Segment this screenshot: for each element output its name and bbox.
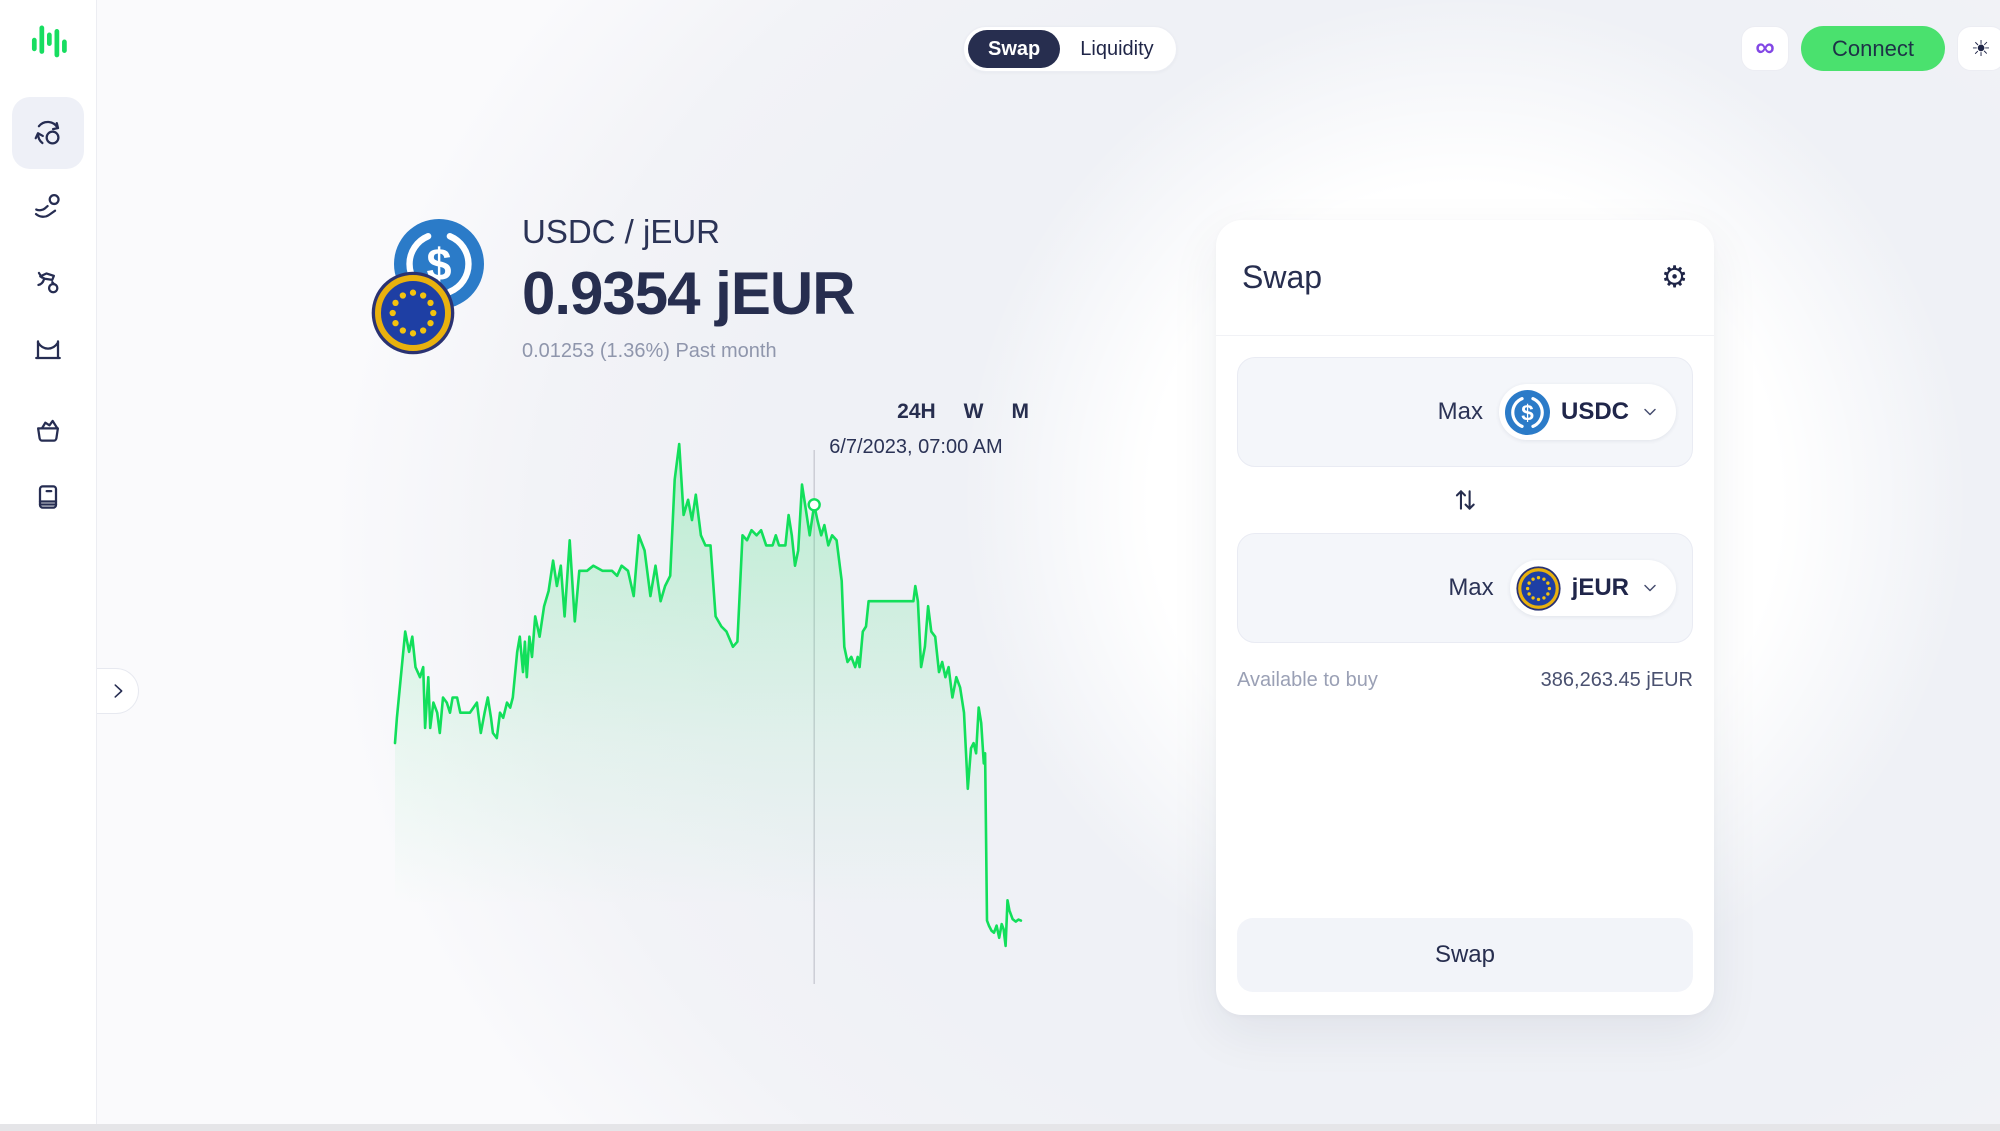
gear-icon[interactable]: ⚙ bbox=[1661, 260, 1688, 294]
swap-card-header: Swap ⚙ bbox=[1216, 220, 1714, 336]
sidebar-item-mint[interactable] bbox=[12, 246, 84, 318]
app-logo[interactable] bbox=[0, 20, 97, 62]
available-to-buy-label: Available to buy bbox=[1237, 669, 1378, 691]
pair-change: 0.01253 (1.36%) Past month bbox=[522, 340, 777, 362]
to-amount-input[interactable] bbox=[1254, 572, 1437, 604]
price-chart-svg bbox=[393, 442, 1023, 988]
chevron-down-icon bbox=[1644, 408, 1656, 416]
jeur-coin-icon bbox=[371, 271, 455, 355]
pair-header: USDC / jEUR 0.9354 jEUR 0.01253 (1.36%) … bbox=[370, 205, 856, 370]
mint-faucet-icon bbox=[37, 271, 59, 294]
to-token-selector[interactable]: jEUR bbox=[1509, 560, 1676, 616]
price-chart-block: 24H W M 6/7/2023, 07:00 AM bbox=[393, 400, 1035, 988]
docs-book-icon bbox=[38, 485, 58, 509]
bar-chart-logo-icon bbox=[31, 25, 67, 58]
to-max-button[interactable]: Max bbox=[1448, 574, 1494, 601]
pools-basket-icon bbox=[37, 419, 59, 442]
crosshair-marker bbox=[807, 498, 821, 512]
polygon-icon: ∞ bbox=[1755, 32, 1775, 62]
from-max-button[interactable]: Max bbox=[1437, 398, 1483, 425]
mode-toggle: Swap Liquidity bbox=[963, 26, 1177, 72]
connect-wallet-button[interactable]: Connect bbox=[1801, 26, 1945, 71]
range-24h[interactable]: 24H bbox=[897, 400, 936, 423]
available-to-buy-row: Available to buy 386,263.45 jEUR bbox=[1237, 669, 1693, 692]
jeur-coin-icon bbox=[1515, 565, 1561, 611]
network-button[interactable]: ∞ bbox=[1741, 26, 1789, 71]
swap-icon bbox=[34, 120, 60, 145]
toggle-option-liquidity[interactable]: Liquidity bbox=[1080, 37, 1154, 60]
price-area-path bbox=[395, 444, 1021, 988]
available-to-buy-value: 386,263.45 jEUR bbox=[1540, 669, 1693, 691]
swap-card-title: Swap bbox=[1242, 259, 1323, 295]
swap-card-body: Max USDC Max jEUR bbox=[1216, 336, 1714, 713]
chart-tooltip-datetime: 6/7/2023, 07:00 AM bbox=[829, 436, 1003, 458]
price-chart[interactable]: 6/7/2023, 07:00 AM bbox=[393, 436, 1035, 988]
usdc-coin-icon bbox=[1504, 389, 1550, 435]
to-token-field: Max jEUR bbox=[1237, 533, 1693, 643]
bridge-icon bbox=[35, 340, 61, 360]
sidebar bbox=[0, 0, 97, 1131]
sidebar-item-docs[interactable] bbox=[12, 461, 84, 533]
swap-card: Swap ⚙ Max USDC Max bbox=[1216, 220, 1714, 1015]
earn-hand-coin-icon bbox=[34, 194, 60, 218]
swap-direction-button[interactable] bbox=[1450, 485, 1480, 515]
pair-coin-icons bbox=[370, 205, 520, 370]
sidebar-expand-button[interactable] bbox=[97, 668, 139, 714]
from-token-label: USDC bbox=[1560, 398, 1629, 425]
sidebar-item-pools[interactable] bbox=[12, 394, 84, 466]
toggle-option-swap[interactable]: Swap bbox=[968, 30, 1061, 68]
sidebar-item-bridge[interactable] bbox=[12, 314, 84, 386]
sidebar-item-swap[interactable] bbox=[12, 97, 84, 169]
pair-title: USDC / jEUR bbox=[522, 213, 721, 250]
sidebar-item-earn[interactable] bbox=[12, 171, 84, 243]
from-token-field: Max USDC bbox=[1237, 357, 1693, 467]
range-month[interactable]: M bbox=[1011, 400, 1030, 423]
pair-text: USDC / jEUR 0.9354 jEUR 0.01253 (1.36%) … bbox=[522, 213, 856, 363]
theme-toggle-button[interactable]: ☀ bbox=[1956, 26, 2000, 71]
range-week[interactable]: W bbox=[963, 400, 984, 423]
chevron-right-icon bbox=[113, 684, 122, 698]
time-range-selector: 24H W M bbox=[395, 400, 1035, 424]
swap-direction-row bbox=[1237, 467, 1693, 533]
top-actions: ∞ Connect ☀ bbox=[1741, 26, 2000, 71]
to-token-label: jEUR bbox=[1571, 574, 1629, 601]
bottom-scrollbar-strip[interactable] bbox=[0, 1124, 2000, 1131]
pair-price: 0.9354 jEUR bbox=[522, 260, 856, 327]
swap-submit-button[interactable]: Swap bbox=[1237, 918, 1693, 992]
from-token-selector[interactable]: USDC bbox=[1498, 384, 1676, 440]
from-amount-input[interactable] bbox=[1254, 396, 1426, 428]
sun-icon: ☀ bbox=[1971, 35, 1991, 61]
swap-vertical-arrows-icon bbox=[1455, 490, 1475, 510]
chevron-down-icon bbox=[1644, 584, 1656, 592]
